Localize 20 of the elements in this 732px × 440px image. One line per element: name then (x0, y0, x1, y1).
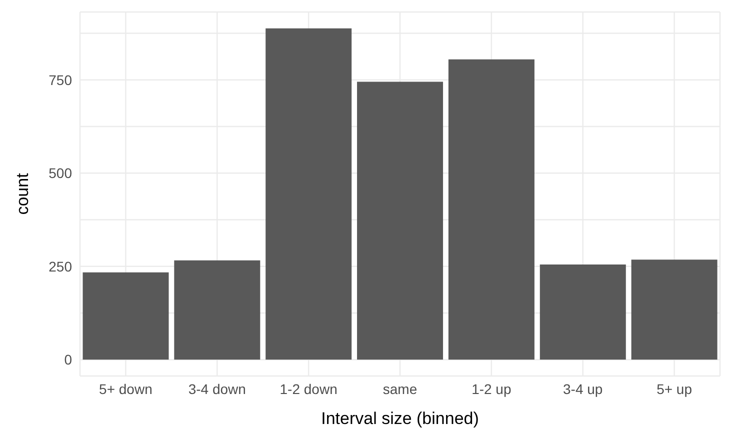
bar (631, 260, 718, 360)
bar (82, 272, 169, 360)
bar (540, 264, 626, 360)
x-tick-label: 1-2 down (280, 380, 338, 397)
x-tick-label: 1-2 up (472, 380, 512, 397)
x-axis-title: Interval size (binned) (321, 409, 479, 428)
bar (357, 82, 444, 360)
x-tick-label: same (382, 380, 418, 397)
x-tick-label: 5+ down (99, 380, 152, 397)
x-tick-label: 3-4 up (563, 380, 603, 397)
x-tick-label: 3-4 down (188, 380, 246, 397)
y-tick-label: 250 (48, 258, 72, 274)
y-tick-label: 0 (64, 352, 72, 368)
y-tick-label: 500 (48, 165, 72, 182)
bar (448, 59, 534, 360)
bar (266, 28, 352, 360)
y-tick-label: 750 (48, 72, 72, 88)
bar (174, 260, 260, 360)
x-tick-label: 5+ up (656, 380, 692, 397)
y-axis-title: count (13, 172, 32, 215)
